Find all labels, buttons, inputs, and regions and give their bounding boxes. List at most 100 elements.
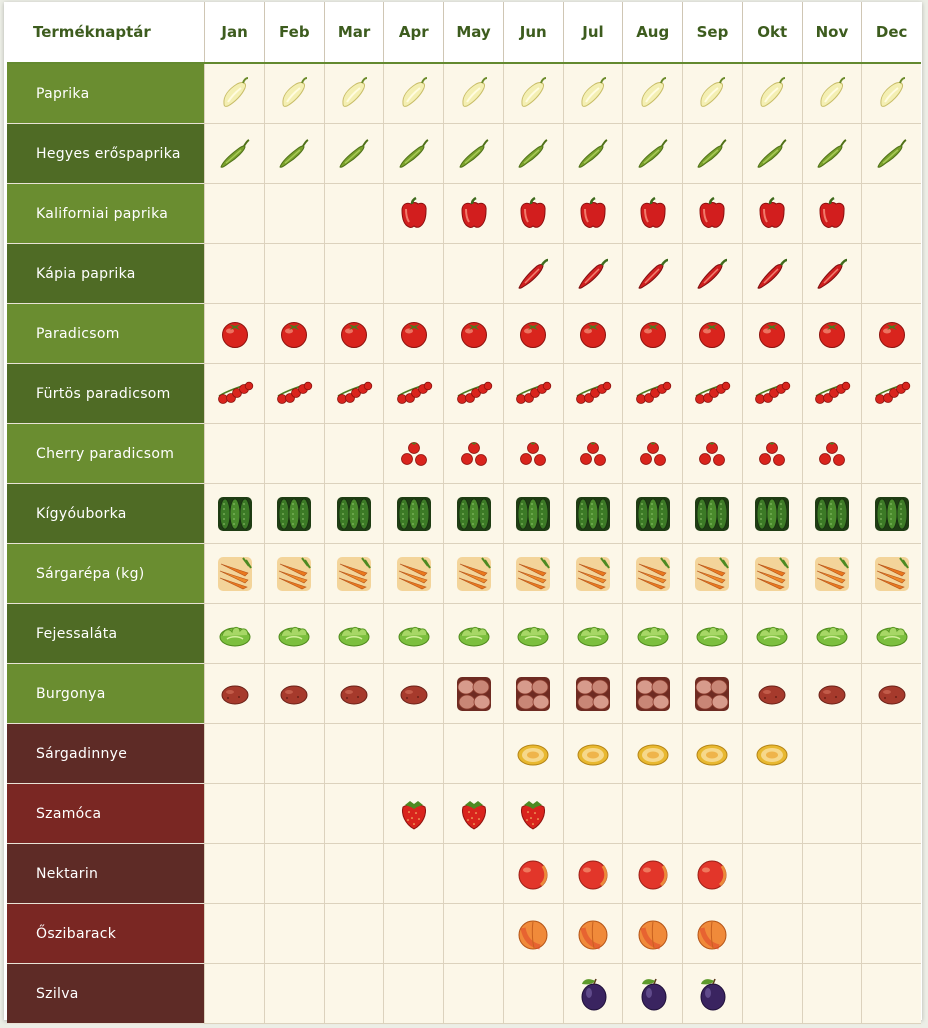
cell-nov <box>801 64 862 124</box>
month-header-mar: Mar <box>323 2 384 62</box>
cell-jun <box>502 364 563 424</box>
cell-sep <box>682 724 742 784</box>
white-pepper-icon <box>461 76 487 107</box>
lettuce-icon <box>696 626 728 646</box>
green-chili-icon <box>757 138 787 168</box>
cell-feb <box>263 904 324 964</box>
cell-jul <box>562 964 623 1024</box>
cell-sep <box>682 844 742 904</box>
cell-aug <box>622 844 683 904</box>
kapia-pepper-icon <box>697 258 728 289</box>
cell-sep <box>682 904 742 964</box>
cell-okt <box>741 964 802 1024</box>
green-chili-icon <box>697 138 727 168</box>
cell-apr <box>383 244 444 304</box>
cell-aug <box>622 124 683 184</box>
cell-may <box>443 244 503 304</box>
cell-jun <box>502 724 563 784</box>
product-row: Hegyes erőspaprika <box>7 124 922 184</box>
cell-sep <box>682 244 742 304</box>
red-bell-pepper-icon <box>520 196 546 228</box>
cell-jan <box>204 484 264 544</box>
cell-nov <box>801 724 862 784</box>
potato-icon <box>340 685 368 704</box>
product-label: Cherry paradicsom <box>7 424 205 484</box>
cell-jan <box>204 64 264 124</box>
cell-apr <box>383 484 444 544</box>
cell-feb <box>263 64 324 124</box>
product-label: Hegyes erőspaprika <box>7 124 205 184</box>
cell-jul <box>562 124 623 184</box>
cell-apr <box>383 904 444 964</box>
cell-jul <box>562 724 623 784</box>
cell-mar <box>323 784 384 844</box>
white-pepper-icon <box>700 76 726 107</box>
white-pepper-icon <box>521 76 547 107</box>
potato-icon <box>400 685 428 704</box>
product-row: Sárgadinnye <box>7 724 922 784</box>
cell-jun <box>502 124 563 184</box>
lettuce-icon <box>756 626 788 646</box>
cucumber-icon <box>456 496 491 531</box>
cell-sep <box>682 544 742 604</box>
potato-pile-icon <box>635 676 670 711</box>
cell-apr <box>383 184 444 244</box>
potato-pile-icon <box>516 676 551 711</box>
peach-icon <box>697 920 727 949</box>
cell-aug <box>622 304 683 364</box>
cell-okt <box>741 64 802 124</box>
month-header-dec: Dec <box>861 2 921 62</box>
cell-feb <box>263 484 324 544</box>
cell-jul <box>562 484 623 544</box>
cell-jul <box>562 604 623 664</box>
cucumber-icon <box>635 496 670 531</box>
lettuce-icon <box>577 626 609 646</box>
carrot-icon <box>695 556 730 591</box>
red-bell-pepper-icon <box>819 196 845 228</box>
white-pepper-icon <box>880 76 905 107</box>
cell-dec <box>861 484 922 544</box>
month-header-feb: Feb <box>263 2 324 62</box>
cell-okt <box>741 364 802 424</box>
cell-feb <box>263 124 324 184</box>
product-row: Burgonya <box>7 664 922 724</box>
cell-dec <box>861 844 922 904</box>
tomato-icon <box>460 321 487 348</box>
cherry-tomato-icon <box>819 441 845 466</box>
cell-okt <box>741 604 802 664</box>
green-chili-icon <box>339 138 369 168</box>
cell-nov <box>801 904 862 964</box>
kapia-pepper-icon <box>757 258 788 289</box>
tomato-icon <box>221 321 248 348</box>
potato-pile-icon <box>576 676 610 711</box>
cell-dec <box>861 904 922 964</box>
cell-may <box>443 904 503 964</box>
cucumber-icon <box>814 496 849 531</box>
lettuce-icon <box>338 626 370 646</box>
cell-feb <box>263 184 324 244</box>
cell-jun <box>502 184 563 244</box>
cell-may <box>443 724 503 784</box>
cell-okt <box>741 784 802 844</box>
vine-tomato-icon <box>277 381 313 404</box>
green-chili-icon <box>399 138 429 168</box>
cell-apr <box>383 544 444 604</box>
white-pepper-icon <box>342 76 368 107</box>
red-bell-pepper-icon <box>401 196 427 228</box>
green-chili-icon <box>518 138 548 168</box>
carrot-icon <box>277 556 312 591</box>
cell-apr <box>383 64 444 124</box>
cell-jan <box>204 784 264 844</box>
cell-may <box>443 424 503 484</box>
calendar-header-row: Terméknaptár Jan Feb Mar Apr May Jun Jul… <box>7 2 921 64</box>
cell-may <box>443 784 503 844</box>
cell-okt <box>741 424 802 484</box>
kapia-pepper-icon <box>518 258 549 289</box>
calendar-title: Terméknaptár <box>33 23 151 41</box>
product-label: Fejessaláta <box>7 604 205 664</box>
cell-apr <box>383 724 444 784</box>
cell-apr <box>383 424 444 484</box>
cell-may <box>443 604 503 664</box>
product-calendar-table: Terméknaptár Jan Feb Mar Apr May Jun Jul… <box>7 2 922 1024</box>
red-bell-pepper-icon <box>580 196 606 228</box>
